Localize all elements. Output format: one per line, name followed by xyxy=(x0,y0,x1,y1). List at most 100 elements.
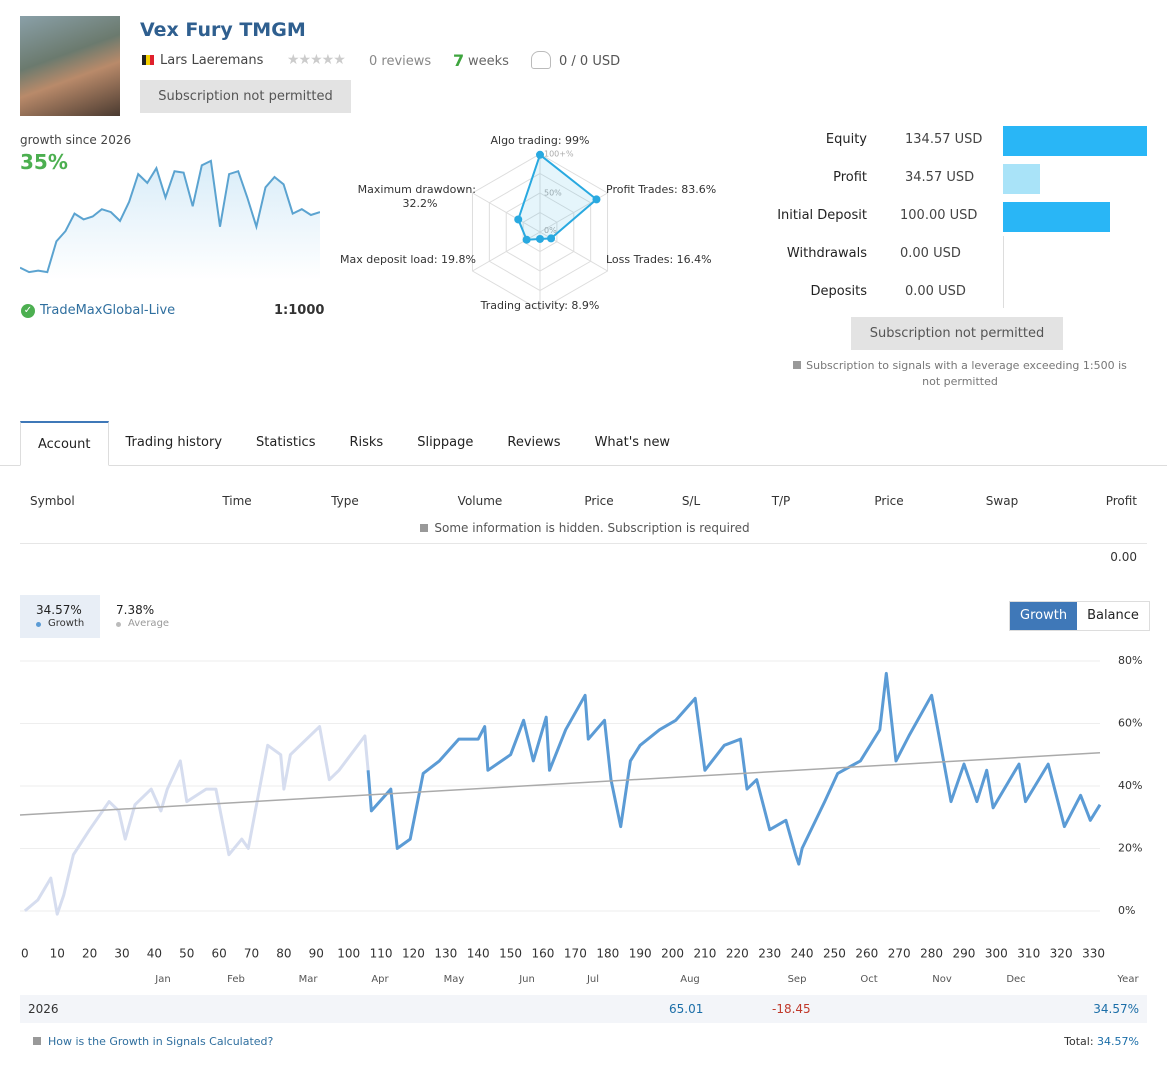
table-total: 0.00 xyxy=(1110,550,1137,564)
x-tick-label: 50 xyxy=(179,947,194,961)
radar-label: Loss Trades: 16.4% xyxy=(606,253,712,266)
radar-ring-label: 50% xyxy=(544,189,562,198)
flag xyxy=(142,55,154,65)
x-tick-label: 150 xyxy=(499,947,522,961)
weeks-count: 7 xyxy=(453,51,465,70)
sep-value: -18.45 xyxy=(772,1002,811,1016)
x-tick-label: 10 xyxy=(50,947,65,961)
tab[interactable]: What's new xyxy=(594,435,671,450)
month-label: Aug xyxy=(680,974,700,985)
tabs: Account Trading history Statistics Risks Sli… xyxy=(20,421,687,466)
sparkline xyxy=(20,159,320,280)
aug-value: 65.01 xyxy=(669,1002,704,1016)
stat-value: 134.57 USD xyxy=(905,132,983,147)
stat-value: 0.00 USD xyxy=(905,284,966,299)
x-tick-label: 90 xyxy=(309,947,324,961)
stars: ★★★★★ xyxy=(287,52,346,68)
broker[interactable]: TradeMaxGlobal-Live xyxy=(40,303,176,318)
tab[interactable]: Statistics xyxy=(256,435,316,450)
legend-value: 7.38% xyxy=(116,603,155,617)
sparkline-area xyxy=(20,160,320,280)
legend-value: 34.57% xyxy=(36,603,82,617)
x-tick-label: 120 xyxy=(402,947,425,961)
radar-label: Max deposit load: 19.8% xyxy=(340,253,476,266)
author[interactable]: Lars Laeremans xyxy=(160,53,264,68)
stat-value: 34.57 USD xyxy=(905,170,975,185)
tab[interactable]: Risks xyxy=(349,435,384,450)
x-tick-label: 200 xyxy=(661,947,684,961)
growth-label: growth since 2026 xyxy=(20,133,132,147)
x-tick-label: 130 xyxy=(434,947,457,961)
month-label: Mar xyxy=(299,974,319,985)
x-tick-label: 140 xyxy=(467,947,490,961)
toggle-button[interactable]: Balance xyxy=(1077,602,1149,630)
tab[interactable]: Slippage xyxy=(417,435,474,450)
weeks-label: weeks xyxy=(468,54,509,69)
x-tick-label: 160 xyxy=(532,947,555,961)
month-label: Apr xyxy=(371,974,389,985)
toggle-button[interactable]: Growth xyxy=(1010,602,1078,630)
y-tick-label: 40% xyxy=(1118,779,1142,792)
column-header: Time xyxy=(222,494,252,508)
x-tick-label: 260 xyxy=(855,947,878,961)
month-label: Sep xyxy=(788,974,807,985)
y-tick-label: 80% xyxy=(1118,654,1142,667)
subscribe-button[interactable]: Subscription not permitted xyxy=(851,317,1063,350)
footer-icon xyxy=(33,1037,41,1045)
x-tick-label: 20 xyxy=(82,947,97,961)
x-tick-label: 310 xyxy=(1017,947,1040,961)
month-label: Dec xyxy=(1006,974,1025,985)
year: 2026 xyxy=(28,1002,59,1016)
growth-line xyxy=(23,725,370,916)
legend-label: Average xyxy=(128,618,170,629)
stat-label: Initial Deposit xyxy=(777,208,867,223)
notice-text: Some information is hidden. Subscription… xyxy=(434,521,750,535)
subscribe-button[interactable]: Subscription not permitted xyxy=(140,80,351,113)
x-tick-label: 0 xyxy=(21,947,29,961)
total-label: Total: xyxy=(1064,1035,1094,1048)
legend-swatch xyxy=(116,622,121,627)
average-line xyxy=(19,752,1101,816)
footer-link[interactable]: How is the Growth in Signals Calculated? xyxy=(48,1035,274,1048)
x-tick-label: 30 xyxy=(114,947,129,961)
radar-chart: 100+% 50% 0% Algo trading: 99% Profit Trades… xyxy=(340,134,716,312)
x-tick-label: 170 xyxy=(564,947,587,961)
stat-bar xyxy=(1003,126,1147,156)
period-label: Year xyxy=(1116,974,1139,985)
tab[interactable]: Account xyxy=(20,421,109,466)
growth-line xyxy=(366,671,1102,866)
title[interactable]: Vex Fury TMGM xyxy=(140,19,306,41)
radar-label: Maximum drawdown: 32.2% xyxy=(358,183,476,210)
radar-ring-label: 100+% xyxy=(544,150,574,159)
month-label: Jan xyxy=(154,974,170,985)
growth-chart: 0% 20% 40% 60% 80% 0 10 20 30 40 50 60 70 80 90 100 110 1… xyxy=(19,654,1142,985)
reviews[interactable]: 0 reviews xyxy=(369,54,432,69)
growth-value: 35% xyxy=(20,150,68,174)
month-label: May xyxy=(444,974,465,985)
leverage: 1:1000 xyxy=(274,303,325,318)
month-label: Oct xyxy=(860,974,877,985)
x-tick-label: 230 xyxy=(758,947,781,961)
month-label: Feb xyxy=(227,974,245,985)
month-label: Jul xyxy=(586,974,599,985)
tab[interactable]: Trading history xyxy=(125,435,223,450)
radar-point xyxy=(536,150,544,159)
year-row xyxy=(20,995,1147,1023)
x-tick-label: 60 xyxy=(212,947,227,961)
stat-label: Equity xyxy=(825,132,867,147)
legend-swatch xyxy=(36,622,41,627)
radar-point xyxy=(592,195,601,204)
radar-label: Profit Trades: 83.6% xyxy=(606,183,716,196)
x-tick-label: 250 xyxy=(823,947,846,961)
x-tick-label: 210 xyxy=(693,947,716,961)
x-tick-label: 280 xyxy=(920,947,943,961)
stat-label: Withdrawals xyxy=(786,246,867,261)
tab[interactable]: Reviews xyxy=(507,435,561,450)
y-tick-label: 20% xyxy=(1118,841,1142,854)
column-header: Symbol xyxy=(30,494,75,508)
legend-label: Growth xyxy=(48,618,85,629)
x-tick-label: 220 xyxy=(726,947,749,961)
x-tick-label: 300 xyxy=(985,947,1008,961)
note-text: Subscription to signals with a leverage … xyxy=(806,359,1127,388)
column-header: Price xyxy=(584,494,614,508)
